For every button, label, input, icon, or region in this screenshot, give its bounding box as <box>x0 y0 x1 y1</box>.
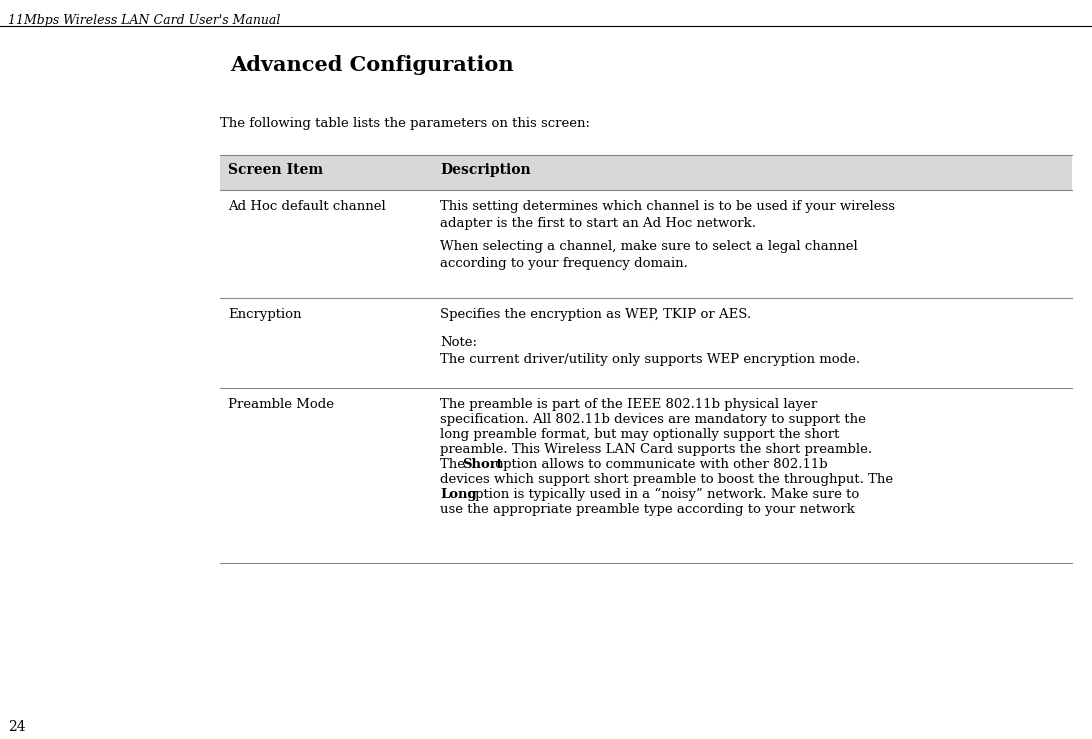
Bar <box>219 155 1072 190</box>
Text: The preamble is part of the IEEE 802.11b physical layer: The preamble is part of the IEEE 802.11b… <box>440 398 817 411</box>
Text: Note:
The current driver/utility only supports WEP encryption mode.: Note: The current driver/utility only su… <box>440 336 860 367</box>
Text: option is typically used in a “noisy” network. Make sure to: option is typically used in a “noisy” ne… <box>463 488 859 501</box>
Text: This setting determines which channel is to be used if your wireless
adapter is : This setting determines which channel is… <box>440 200 895 231</box>
Text: use the appropriate preamble type according to your network: use the appropriate preamble type accord… <box>440 503 855 516</box>
Text: Advanced Configuration: Advanced Configuration <box>230 55 513 75</box>
Text: 11Mbps Wireless LAN Card User's Manual: 11Mbps Wireless LAN Card User's Manual <box>8 14 281 27</box>
Text: The following table lists the parameters on this screen:: The following table lists the parameters… <box>219 117 590 130</box>
Text: When selecting a channel, make sure to select a legal channel
according to your : When selecting a channel, make sure to s… <box>440 240 857 270</box>
Text: specification. All 802.11b devices are mandatory to support the: specification. All 802.11b devices are m… <box>440 413 866 426</box>
Text: Preamble Mode: Preamble Mode <box>228 398 334 411</box>
Text: long preamble format, but may optionally support the short: long preamble format, but may optionally… <box>440 428 840 441</box>
Text: Screen Item: Screen Item <box>228 163 323 177</box>
Text: preamble. This Wireless LAN Card supports the short preamble.: preamble. This Wireless LAN Card support… <box>440 443 873 456</box>
Text: Short: Short <box>462 458 503 471</box>
Text: Ad Hoc default channel: Ad Hoc default channel <box>228 200 385 213</box>
Text: option allows to communicate with other 802.11b: option allows to communicate with other … <box>491 458 828 471</box>
Text: 24: 24 <box>8 720 25 734</box>
Text: Long: Long <box>440 488 476 501</box>
Text: devices which support short preamble to boost the throughput. The: devices which support short preamble to … <box>440 473 893 486</box>
Text: The: The <box>440 458 470 471</box>
Text: Encryption: Encryption <box>228 308 301 321</box>
Text: Specifies the encryption as WEP, TKIP or AES.: Specifies the encryption as WEP, TKIP or… <box>440 308 751 321</box>
Text: Description: Description <box>440 163 531 177</box>
